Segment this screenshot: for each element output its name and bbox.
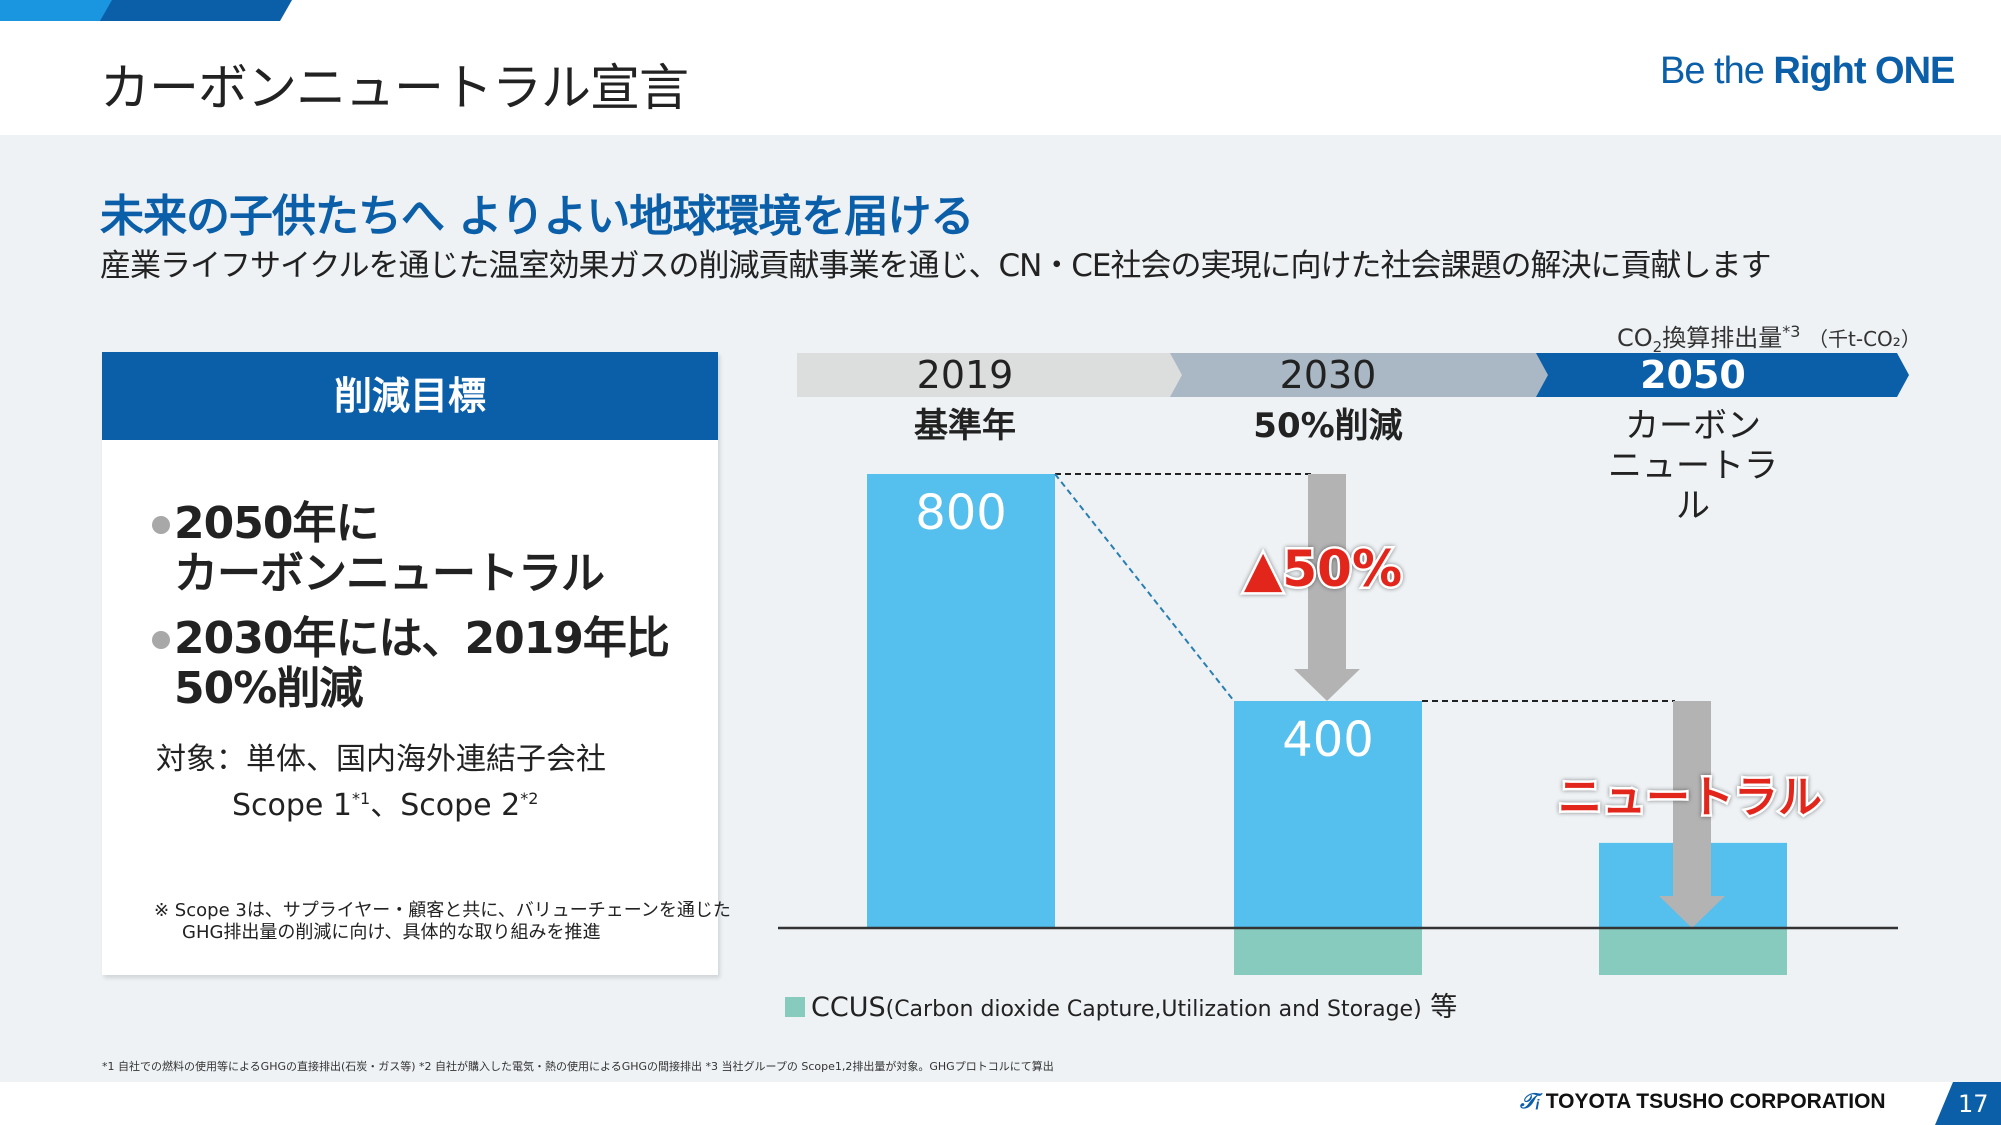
unit-main: 換算排出量 bbox=[1662, 324, 1783, 352]
scope2-footnote-ref: *2 bbox=[520, 789, 539, 808]
scope1-footnote-ref: *1 bbox=[352, 789, 371, 808]
logo-regular: Be the bbox=[1660, 50, 1774, 92]
unit-footnote-ref: *3 bbox=[1782, 322, 1801, 341]
timeline-segment-2019 bbox=[797, 353, 1183, 397]
scope1: Scope 1 bbox=[232, 788, 353, 823]
scope2: Scope 2 bbox=[400, 788, 521, 823]
company-name: TOYOTA TSUSHO CORPORATION bbox=[1545, 1090, 1886, 1113]
headline: 未来の子供たちへ よりよい地球環境を届ける bbox=[100, 191, 974, 242]
timeline-segment-2030 bbox=[1170, 353, 1549, 397]
unit-sub: 2 bbox=[1652, 337, 1663, 356]
chart-legend: CCUS(Carbon dioxide Capture,Utilization … bbox=[785, 985, 1457, 1024]
timeline-year-2030: 2030 bbox=[1279, 353, 1377, 397]
unit-co: CO bbox=[1617, 324, 1653, 352]
top-accent-stripe bbox=[0, 0, 292, 21]
footnotes: *1 自社での燃料の使用等によるGHGの直接排出(石炭・ガス等) *2 自社が購… bbox=[102, 1060, 1054, 1073]
bullet-dot-icon bbox=[152, 516, 170, 534]
company-logo: 𝒯ᵢ TOYOTA TSUSHO CORPORATION bbox=[1520, 1090, 1886, 1114]
page-number: 17 bbox=[1958, 1090, 1989, 1118]
target-bullet-2030: 2030年には、2019年比 50%削減 bbox=[152, 613, 670, 714]
reduction-target-card: 削減目標 2050年に カーボンニュートラル 2030年には、2019年比 50… bbox=[102, 352, 731, 975]
legend-label-suffix: 等 bbox=[1421, 992, 1458, 1023]
target-bullet-2050: 2050年に カーボンニュートラル bbox=[152, 498, 605, 599]
timeline-year-2019: 2019 bbox=[916, 353, 1014, 397]
scope3-note-line1: ※ Scope 3は、サプライヤー・顧客と共に、バリューチェーンを通じた bbox=[154, 900, 731, 921]
scope3-note: ※ Scope 3は、サプライヤー・顧客と共に、バリューチェーンを通じた GHG… bbox=[154, 900, 731, 944]
legend-label: CCUS bbox=[811, 992, 886, 1023]
category-subtitle-2019: 基準年 bbox=[914, 406, 1016, 446]
scope-values: Scope 1*1、Scope 2*2 bbox=[232, 780, 538, 824]
bullet-text-cont: カーボンニュートラル bbox=[174, 548, 605, 599]
timeline-segment-2050 bbox=[1536, 353, 1909, 397]
scope-separator: 、 bbox=[370, 788, 401, 823]
category-subtitle-2030: 50%削減 bbox=[1253, 406, 1403, 446]
timeline-year-2050: 2050 bbox=[1640, 353, 1746, 397]
timeline-bar bbox=[797, 353, 1909, 397]
brand-logo: Be the Right ONE bbox=[1660, 50, 1955, 93]
category-subtitle-2050: カーボン ニュートラル bbox=[1608, 406, 1778, 526]
logo-bold: Right ONE bbox=[1773, 50, 1955, 92]
chart-unit-label: CO2換算排出量*3 （千t-CO₂） bbox=[1617, 318, 1921, 356]
bullet-dot-icon bbox=[152, 631, 170, 649]
legend-label-detail: (Carbon dioxide Capture,Utilization and … bbox=[885, 997, 1422, 1022]
scope-label: 対象：単体、国内海外連結子会社 bbox=[156, 742, 606, 777]
legend-swatch-ccus bbox=[785, 997, 805, 1017]
card-title: 削減目標 bbox=[102, 352, 718, 440]
scope3-note-line2: GHG排出量の削減に向け、具体的な取り組みを推進 bbox=[182, 922, 601, 943]
page-title: カーボンニュートラル宣言 bbox=[100, 59, 689, 117]
bullet-text: 2050年に bbox=[174, 498, 379, 549]
bullet-text-cont: 50%削減 bbox=[174, 663, 363, 714]
subheadline: 産業ライフサイクルを通じた温室効果ガスの削減貢献事業を通じ、CN・CE社会の実現… bbox=[100, 248, 1772, 284]
bullet-text: 2030年には、2019年比 bbox=[174, 613, 670, 664]
page-number-badge bbox=[1935, 1082, 2001, 1125]
toyota-tsusho-mark-icon: 𝒯ᵢ bbox=[1520, 1090, 1540, 1113]
unit-paren: （千t-CO₂） bbox=[1808, 327, 1921, 351]
